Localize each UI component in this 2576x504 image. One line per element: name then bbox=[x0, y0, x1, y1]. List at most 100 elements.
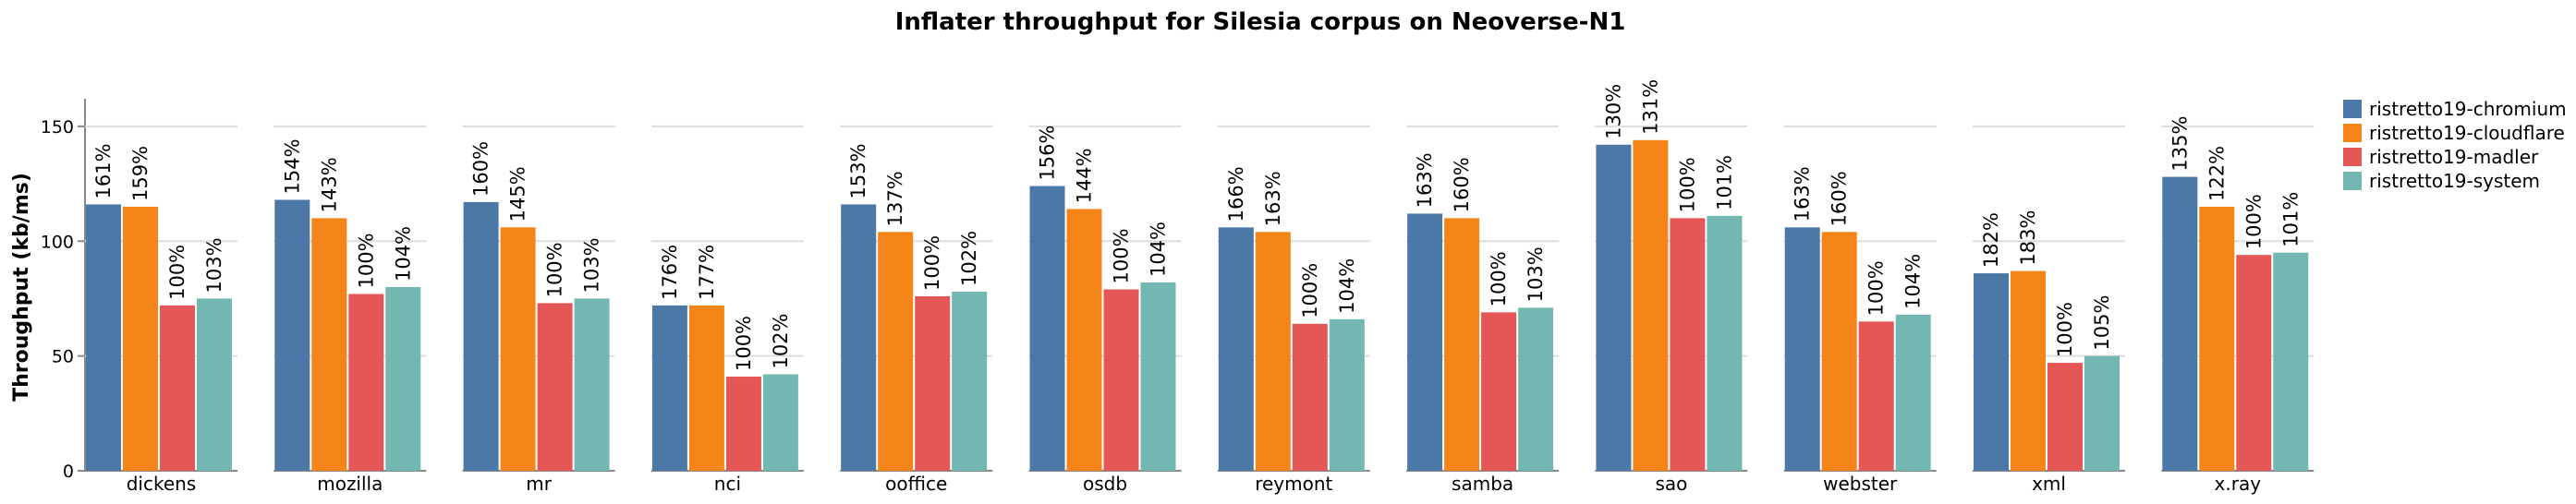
bar bbox=[574, 298, 610, 471]
legend-swatch bbox=[2343, 148, 2362, 166]
bar bbox=[1103, 289, 1139, 471]
x-tick-label: webster bbox=[1823, 473, 1898, 495]
bar-data-label: 100% bbox=[733, 316, 755, 371]
bar-data-label: 131% bbox=[1639, 79, 1661, 135]
x-tick-label: nci bbox=[714, 473, 741, 495]
bar bbox=[1596, 144, 1632, 471]
x-tick-label: dickens bbox=[127, 473, 197, 495]
bar-data-label: 145% bbox=[507, 166, 529, 222]
bar bbox=[160, 305, 195, 471]
bar-data-label: 160% bbox=[470, 141, 492, 197]
bar-data-label: 104% bbox=[1336, 258, 1358, 314]
bar bbox=[1029, 186, 1065, 472]
bar-data-label: 104% bbox=[1902, 254, 1925, 309]
legend-swatch bbox=[2343, 100, 2362, 118]
bar-data-label: 100% bbox=[1488, 251, 1510, 306]
bar-data-label: 160% bbox=[1451, 157, 1473, 212]
legend-swatch bbox=[2343, 124, 2362, 142]
bar bbox=[725, 377, 761, 471]
y-tick-label: 0 bbox=[63, 462, 74, 482]
bar bbox=[651, 305, 687, 471]
bar-data-label: 102% bbox=[958, 231, 980, 286]
bar-data-label: 105% bbox=[2091, 295, 2113, 351]
x-tick-label: samba bbox=[1452, 473, 1513, 495]
x-tick-label: osdb bbox=[1083, 473, 1127, 495]
bar bbox=[348, 294, 384, 471]
bar-data-label: 135% bbox=[2169, 116, 2191, 172]
bar-data-label: 104% bbox=[1148, 222, 1170, 277]
bar-data-label: 154% bbox=[281, 138, 303, 194]
bar-data-label: 160% bbox=[1829, 171, 1851, 226]
bar bbox=[1707, 215, 1743, 471]
y-tick-label: 50 bbox=[52, 347, 74, 367]
bar bbox=[2199, 206, 2235, 471]
bar bbox=[2011, 270, 2046, 471]
x-tick-label: mr bbox=[526, 473, 552, 495]
bar bbox=[2047, 363, 2083, 471]
bar-data-label: 182% bbox=[1980, 212, 2002, 268]
bar-data-label: 143% bbox=[318, 157, 340, 212]
bar-data-label: 103% bbox=[1525, 246, 1547, 302]
bar bbox=[1066, 209, 1102, 472]
bar bbox=[2273, 252, 2309, 471]
bar-data-label: 183% bbox=[2017, 210, 2039, 266]
bar bbox=[197, 298, 232, 471]
bar bbox=[1974, 273, 2009, 471]
bar bbox=[1444, 218, 1480, 471]
bar-data-label: 176% bbox=[659, 245, 681, 300]
bar bbox=[688, 305, 724, 471]
bar-data-label: 103% bbox=[203, 237, 225, 293]
bar-data-label: 100% bbox=[355, 233, 377, 288]
y-tick-label: 100 bbox=[41, 232, 74, 252]
bar-data-label: 159% bbox=[129, 146, 152, 201]
bar-data-label: 100% bbox=[1676, 157, 1698, 212]
bar-data-label: 130% bbox=[1602, 84, 1624, 139]
chart-title: Inflater throughput for Silesia corpus o… bbox=[895, 8, 1626, 36]
bar-data-label: 100% bbox=[544, 242, 566, 297]
bar-data-label: 137% bbox=[884, 171, 906, 226]
bar-data-label: 144% bbox=[1074, 148, 1096, 203]
legend-label: ristretto19-chromium bbox=[2369, 98, 2567, 120]
bar bbox=[1407, 213, 1443, 471]
bar bbox=[385, 287, 421, 471]
bar-data-label: 100% bbox=[166, 245, 188, 300]
bar-data-label: 100% bbox=[1299, 263, 1321, 318]
y-axis-label: Throughput (kb/ms) bbox=[10, 173, 33, 402]
bar bbox=[1895, 314, 1931, 471]
bar-data-label: 100% bbox=[1111, 228, 1133, 283]
x-tick-label: ooffice bbox=[885, 473, 947, 495]
bar bbox=[841, 204, 877, 471]
bar bbox=[1140, 282, 1176, 471]
bar bbox=[1821, 232, 1857, 472]
bar bbox=[123, 206, 158, 471]
x-tick-label: xml bbox=[2032, 473, 2066, 495]
bar-data-label: 163% bbox=[1262, 171, 1284, 226]
bar bbox=[1329, 318, 1365, 471]
plot-layer: 0 50 100 150 161% 159% 100% 103% dickens 154% 143%… bbox=[41, 79, 2315, 495]
bar-data-label: 102% bbox=[770, 313, 792, 368]
bar-data-label: 153% bbox=[847, 143, 869, 198]
bar bbox=[1784, 227, 1820, 471]
bar-data-label: 161% bbox=[92, 143, 115, 198]
bar-data-label: 100% bbox=[2242, 194, 2265, 249]
y-tick-label: 150 bbox=[41, 117, 74, 138]
bar-data-label: 177% bbox=[696, 245, 718, 300]
legend-label: ristretto19-system bbox=[2369, 170, 2540, 192]
bar bbox=[1633, 139, 1669, 472]
bar-data-label: 163% bbox=[1414, 152, 1436, 208]
bar bbox=[537, 303, 573, 471]
x-tick-label: mozilla bbox=[317, 473, 383, 495]
bar bbox=[2084, 355, 2120, 471]
bar-data-label: 100% bbox=[921, 235, 943, 291]
bar-data-label: 104% bbox=[392, 226, 414, 282]
bar-data-label: 103% bbox=[581, 237, 603, 293]
bar bbox=[952, 291, 988, 471]
bar-data-label: 100% bbox=[2054, 302, 2076, 357]
bar-data-label: 166% bbox=[1225, 166, 1247, 222]
bar bbox=[762, 374, 798, 471]
bar bbox=[1518, 307, 1554, 471]
legend-label: ristretto19-madler bbox=[2369, 146, 2539, 168]
bar bbox=[1218, 227, 1254, 471]
